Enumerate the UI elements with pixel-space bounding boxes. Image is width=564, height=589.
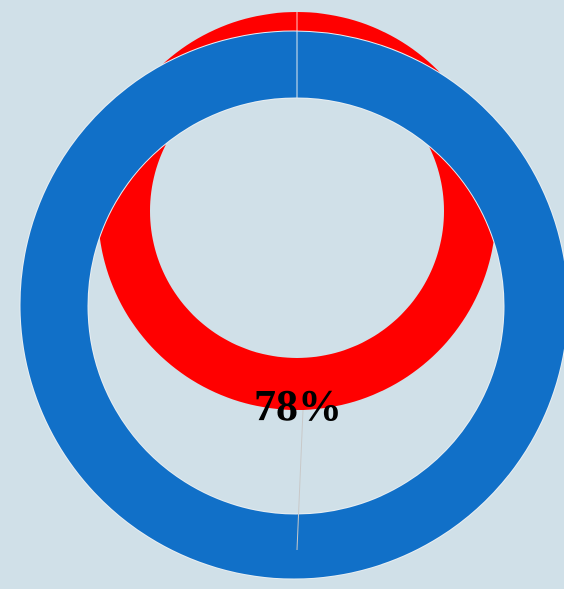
blue-ring [19,30,564,580]
percent-label: 78% [254,381,342,430]
ring-divider [296,409,304,551]
